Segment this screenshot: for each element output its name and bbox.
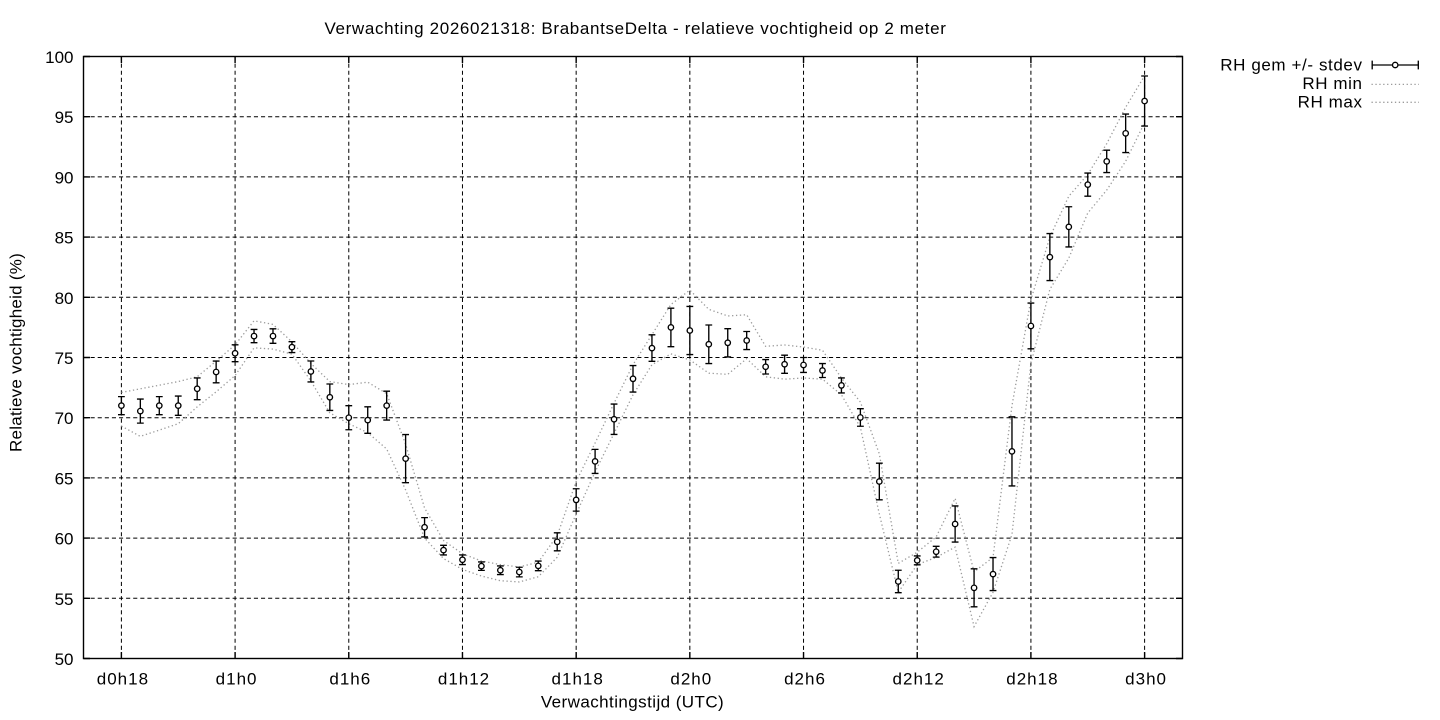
svg-text:80: 80 — [55, 289, 74, 308]
svg-text:100: 100 — [45, 48, 73, 67]
svg-text:d0h18: d0h18 — [97, 669, 149, 688]
svg-text:Verwachtingstijd (UTC): Verwachtingstijd (UTC) — [541, 693, 724, 712]
svg-text:d2h18: d2h18 — [1006, 669, 1058, 688]
svg-text:Verwachting 2026021318: Braban: Verwachting 2026021318: BrabantseDelta -… — [324, 19, 946, 38]
svg-text:d3h0: d3h0 — [1125, 669, 1167, 688]
svg-text:75: 75 — [55, 349, 74, 368]
svg-text:70: 70 — [55, 409, 74, 428]
svg-text:95: 95 — [55, 108, 74, 127]
svg-text:d1h12: d1h12 — [438, 669, 490, 688]
svg-text:RH min: RH min — [1302, 74, 1362, 93]
svg-text:d2h12: d2h12 — [893, 669, 945, 688]
svg-text:55: 55 — [55, 590, 74, 609]
svg-text:d1h6: d1h6 — [329, 669, 371, 688]
svg-text:90: 90 — [55, 168, 74, 187]
svg-text:50: 50 — [55, 650, 74, 669]
svg-text:RH max: RH max — [1298, 93, 1363, 112]
svg-text:85: 85 — [55, 229, 74, 248]
svg-text:d1h18: d1h18 — [552, 669, 604, 688]
svg-text:60: 60 — [55, 530, 74, 549]
svg-text:Relatieve vochtigheid (%): Relatieve vochtigheid (%) — [7, 253, 26, 452]
svg-text:65: 65 — [55, 469, 74, 488]
svg-text:RH gem +/- stdev: RH gem +/- stdev — [1220, 55, 1362, 74]
svg-text:d2h0: d2h0 — [670, 669, 712, 688]
svg-text:d2h6: d2h6 — [784, 669, 826, 688]
svg-text:d1h0: d1h0 — [216, 669, 258, 688]
